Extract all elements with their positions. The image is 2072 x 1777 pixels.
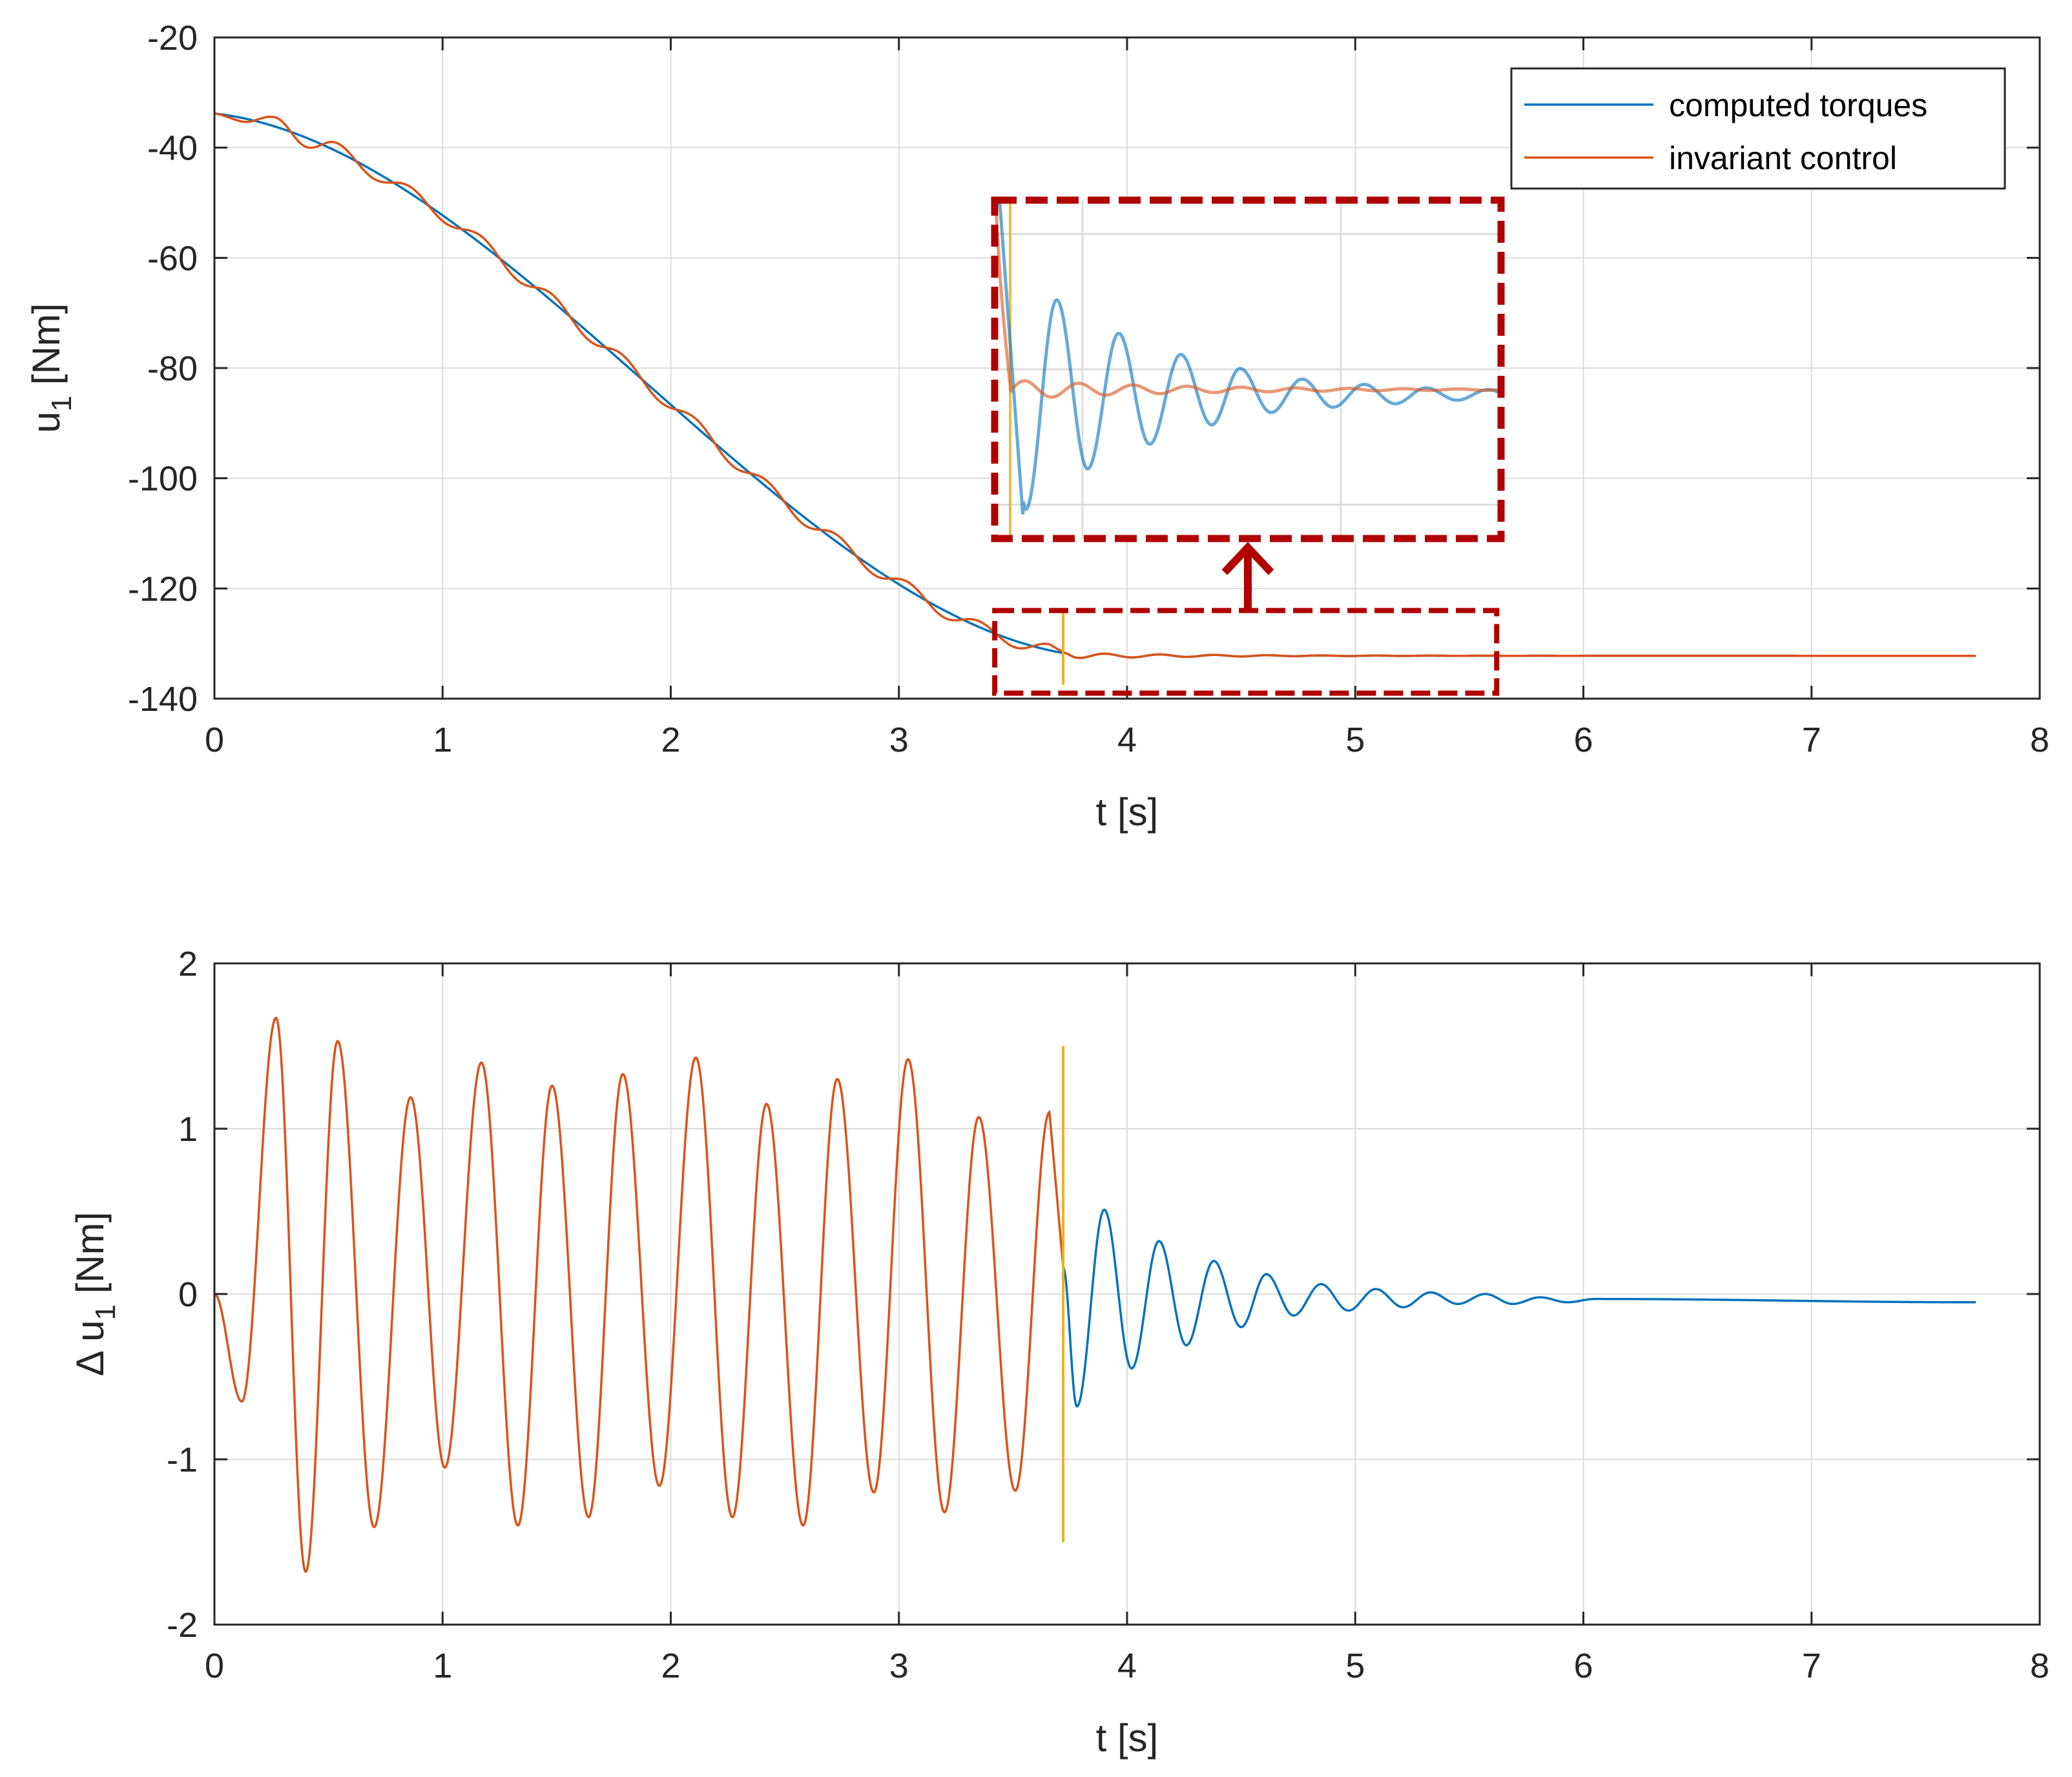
- top-x-axis-label: t [s]: [1096, 790, 1159, 834]
- bottom-chart: 0 1 2 3 4 5 6 7 8 2 1 0 -1 -2 t [s] Δ u1 [Nm]: [68, 945, 2049, 1760]
- top-x-tick-label: 0: [205, 721, 224, 759]
- bottom-x-axis-label: t [s]: [1096, 1716, 1159, 1760]
- bottom-y-ticks: 2 1 0 -1 -2: [167, 945, 2040, 1645]
- top-x-tick-label: 6: [1573, 721, 1593, 759]
- legend-box: [1510, 67, 2006, 190]
- bottom-y-tick-label: 2: [178, 945, 198, 983]
- legend-invariant-control-label: invariant control: [1669, 140, 1897, 176]
- top-y-axis-label: u1 [Nm]: [25, 303, 78, 433]
- bottom-y-tick-label: -1: [167, 1441, 198, 1479]
- bottom-x-tick-label: 3: [889, 1647, 909, 1685]
- bottom-x-tick-label: 1: [433, 1647, 452, 1685]
- bottom-x-tick-label: 7: [1802, 1647, 1821, 1685]
- top-x-ticks: 0 1 2 3 4 5 6 7 8: [205, 37, 2049, 759]
- bottom-series-computed-torques: [1062, 1208, 1976, 1408]
- top-y-ticks: -20 -40 -60 -80 -100 -120 -140: [128, 19, 2040, 719]
- top-x-tick-label: 2: [661, 721, 680, 759]
- zoom-annotation: [991, 196, 1505, 696]
- top-y-tick-label: -20: [147, 19, 198, 57]
- bottom-y-tick-label: -2: [167, 1606, 198, 1645]
- legend: computed torques invariant control: [1510, 67, 2006, 190]
- top-x-tick-label: 3: [889, 721, 909, 759]
- top-y-tick-label: -100: [128, 460, 198, 498]
- zoom-inset-grid: [995, 200, 1501, 539]
- top-x-tick-label: 7: [1802, 721, 1821, 759]
- bottom-x-tick-label: 0: [205, 1647, 224, 1685]
- bottom-grid: [214, 963, 2040, 1625]
- top-y-tick-label: -60: [147, 239, 198, 278]
- bottom-x-tick-label: 6: [1573, 1647, 1593, 1685]
- bottom-y-tick-label: 0: [178, 1275, 198, 1314]
- zoom-region-frame: [992, 608, 1500, 696]
- bottom-x-ticks: 0 1 2 3 4 5 6 7 8: [205, 963, 2049, 1685]
- top-x-tick-label: 4: [1117, 721, 1137, 759]
- bottom-x-tick-label: 5: [1345, 1647, 1365, 1685]
- top-series-invariant-control: [214, 112, 1976, 659]
- legend-computed-torques-label: computed torques: [1669, 87, 1927, 123]
- top-y-tick-label: -140: [128, 680, 198, 719]
- bottom-y-axis-label: Δ u1 [Nm]: [68, 1212, 121, 1377]
- bottom-y-tick-label: 1: [178, 1110, 198, 1149]
- top-chart: 0 1 2 3 4 5 6 7 8 -20 -40 -60 -80 -100 -120 -140 t [s]…: [25, 19, 2049, 834]
- zoom-arrow-head: [1221, 542, 1274, 575]
- bottom-x-tick-label: 4: [1117, 1647, 1137, 1685]
- top-y-tick-label: -120: [128, 570, 198, 608]
- top-x-tick-label: 1: [433, 721, 452, 759]
- bottom-x-tick-label: 8: [2030, 1647, 2049, 1685]
- zoom-inset-frame: [991, 196, 1505, 542]
- top-x-tick-label: 8: [2030, 721, 2049, 759]
- zoom-inset-computed-torques: [998, 200, 1501, 515]
- bottom-series-invariant-control: [214, 1016, 1064, 1573]
- zoom-inset-invariant-control: [995, 200, 1501, 399]
- top-x-tick-label: 5: [1345, 721, 1365, 759]
- top-y-tick-label: -80: [147, 349, 198, 388]
- top-y-tick-label: -40: [147, 129, 198, 168]
- bottom-x-tick-label: 2: [661, 1647, 680, 1685]
